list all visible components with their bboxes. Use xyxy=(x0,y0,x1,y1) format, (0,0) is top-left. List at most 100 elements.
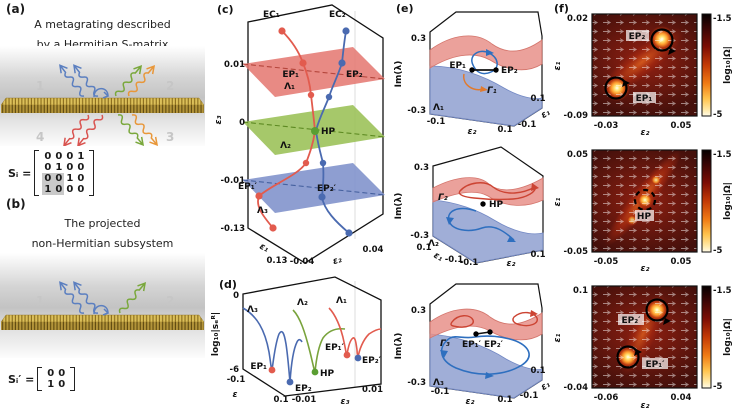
ep1-dot xyxy=(268,366,276,374)
cbar-tick-bottom: -5 xyxy=(713,246,723,256)
gamma1-label: Γ₁ xyxy=(487,86,497,96)
panel-a-tag: (a) xyxy=(6,2,26,16)
y-tick-top: 0.1 xyxy=(573,286,588,296)
heatmap xyxy=(592,150,697,252)
heatmap xyxy=(592,286,697,388)
gamma3-arrowhead-red xyxy=(530,310,538,317)
ep2p-label-bg xyxy=(618,314,644,325)
gamma2-loop-blue xyxy=(447,207,515,241)
gamma3-loop-blue xyxy=(440,335,530,375)
hp-dot xyxy=(480,201,486,207)
marker-dots xyxy=(268,351,362,386)
panel-b-tag: (b) xyxy=(6,197,26,211)
y-tick-bottom: -0.04 xyxy=(564,383,589,393)
x2-tick-m01: -0.1 xyxy=(520,391,539,401)
ep2p-circle-arrow xyxy=(645,298,669,322)
panel-e-sub2: HP Γ₂ Λ₂ Im(λ) 0.3 -0.3 0.1 ε₁ -0.1 -0.1… xyxy=(388,136,550,272)
mx-cell: 0 xyxy=(77,184,85,195)
cbar-tick-top: -1.5 xyxy=(713,286,732,296)
y-tick-03: 0.3 xyxy=(414,163,429,173)
panel-f-sub3-plot: EP₂′ EP₁′ ε₁ 0.1 -0.04 -0.06 0.04 ε₂ -1.… xyxy=(553,285,733,409)
cbar-label: log₁₀|Ω| xyxy=(723,318,733,356)
mx-cell: 0 xyxy=(58,368,66,379)
ep2-circle-arrow xyxy=(650,28,674,52)
panel-f-sub2-plot: HP ε₁ 0.05 -0.05 -0.05 0.05 ε₂ -1.5 -5 l… xyxy=(553,149,733,274)
x-tick-m01: -0.1 xyxy=(445,255,464,265)
ep2p-label: EP₂′ xyxy=(362,356,382,366)
gamma3-label: Γ₃ xyxy=(440,339,450,349)
metagrating-b-graphic: 1 2 xyxy=(0,253,205,358)
lambda2-label: Λ₂ xyxy=(428,239,439,249)
gamma3-arrowhead-blue2 xyxy=(485,372,494,379)
gamma2-loop-red xyxy=(458,182,536,201)
x2-tick-m01: -0.1 xyxy=(518,120,537,130)
hp-dot xyxy=(311,368,319,376)
x-tick-01: 0.1 xyxy=(497,125,512,135)
mx-cell: 0 xyxy=(55,151,63,162)
mx-cell: 1 xyxy=(66,173,74,184)
metagrating-slab xyxy=(0,97,205,113)
lambda1-curve xyxy=(328,307,382,359)
mx-cell: 0 xyxy=(44,162,52,173)
lambda2-label: Λ₂ xyxy=(280,141,291,151)
plane-lambda1 xyxy=(242,47,386,97)
z-axis-label: ε₃ xyxy=(214,115,224,124)
y-tick-0: 0 xyxy=(233,291,239,301)
blue-sheet xyxy=(432,199,544,264)
blue-end-dot xyxy=(345,229,353,237)
gamma3-loop-red-left xyxy=(450,315,474,328)
ep2-label: EP₂ xyxy=(346,70,363,80)
panel-e-tag: (e) xyxy=(396,2,414,15)
y-axis-label: Im(λ) xyxy=(394,61,404,88)
ep2-label: EP₂ xyxy=(629,32,646,42)
red-sheet xyxy=(432,177,544,206)
panel-b-title-line2: non-Hermitian subsystem xyxy=(31,237,174,250)
x-tick-left: -0.06 xyxy=(594,393,619,403)
z-tick-m001: -0.01 xyxy=(221,176,246,186)
hp-label: HP xyxy=(321,127,336,137)
red-mid-dot xyxy=(307,91,315,99)
x2-tick-m01: -0.1 xyxy=(460,258,479,268)
y-axis-label: ε₁ xyxy=(553,197,563,206)
gamma2-arrowhead-red xyxy=(531,183,539,191)
port-1-number: 1 xyxy=(36,294,44,308)
port-2-number: 2 xyxy=(166,79,174,93)
s-matrix-b-label: Sᵢ′ = xyxy=(8,372,35,386)
ep1-circle-arrow xyxy=(604,76,628,100)
panel-d-plot: (d) Λ₃ Λ₂ Λ₁ EP₁ EP₂ HP EP₁′ EP₂′ log₁₀|… xyxy=(211,276,383,407)
hp-label: HP xyxy=(320,369,335,379)
metagrating-slab xyxy=(0,314,205,330)
ep2-dot xyxy=(286,378,294,386)
gamma1-loop-blue xyxy=(471,50,498,75)
ep2-label: EP₂ xyxy=(295,384,312,394)
gamma3-arrowhead-blue xyxy=(440,350,448,358)
ec1-label: EC₁ xyxy=(263,10,280,20)
ep1-dot xyxy=(299,59,307,67)
ep1-label: EP₁ xyxy=(250,362,267,372)
bracket-left xyxy=(37,367,43,391)
gamma1-arrowhead-orange xyxy=(480,86,488,92)
panel-b: (b) The projected non-Hermitian subsyste… xyxy=(0,195,205,409)
panel-b-title-line1: The projected xyxy=(64,217,141,230)
x-axis-label: ε xyxy=(232,390,237,400)
port-4-number: 4 xyxy=(36,130,44,144)
ep2p-dot xyxy=(318,193,326,201)
y-tick-bottom: -0.05 xyxy=(564,247,589,257)
gamma1-arrowhead-blue xyxy=(486,49,494,56)
ep1p-label: EP₁′ xyxy=(325,343,345,353)
ep2p-label: EP₂′ xyxy=(317,184,337,194)
panel-c-plot: (c) EC₁ EC₂ EP₁ Λ₁ EP₂ HP Λ₂ EP₁′ Λ₃ EP₂… xyxy=(214,3,386,267)
mx-cell: 1 xyxy=(55,162,63,173)
axes-box xyxy=(242,276,382,397)
x-axis-label: ε₁ xyxy=(258,242,271,255)
x-tick-right: 0.05 xyxy=(671,121,692,131)
port-3-number: 3 xyxy=(166,130,174,144)
gamma2-arrowhead-blue xyxy=(507,236,516,242)
bracket-right xyxy=(89,150,95,196)
y-tick-03: 0.3 xyxy=(411,34,426,44)
hp-circle-dashed xyxy=(633,188,657,212)
y-axis-label: log₁₀|sₑᴿ| xyxy=(211,312,221,356)
lambda1-label: Λ₁ xyxy=(433,103,444,113)
